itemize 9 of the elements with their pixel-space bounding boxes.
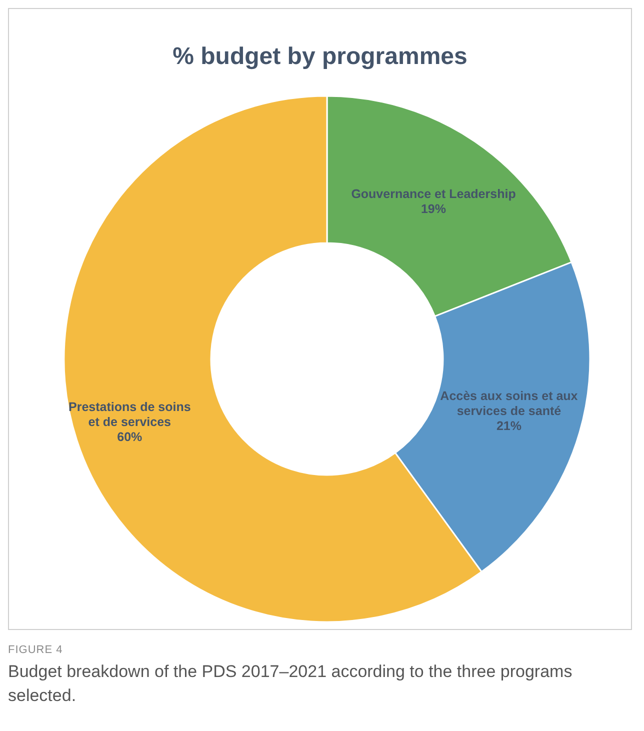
text: Budget breakdown of the PDS 2017–2021 according to the three programs selected. (8, 661, 574, 707)
slice-label: Prestations de soins et de services (68, 400, 191, 430)
slice-label: Accès aux soins et aux services de santé (440, 389, 578, 418)
chart-title: % budget by programmes (172, 43, 468, 72)
data-label: 60% (117, 430, 142, 444)
data-label: 19% (421, 202, 446, 216)
data-label: 21% (496, 419, 522, 434)
caption: FIGURE 4 (8, 644, 64, 656)
slice-label: Gouvernance et Leadership (351, 187, 516, 202)
